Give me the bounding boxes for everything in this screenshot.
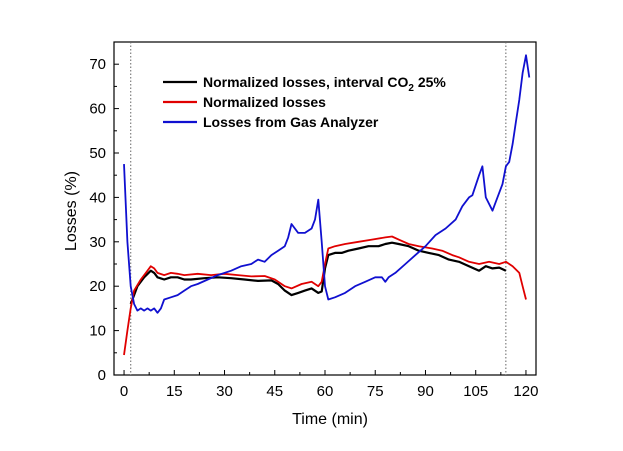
y-axis-title: Losses (%) — [63, 171, 80, 251]
y-tick-label: 20 — [89, 278, 106, 295]
y-axis: 0 10 20 30 40 50 60 70 — [89, 56, 119, 384]
y-tick-label: 10 — [89, 323, 106, 340]
series-line-0 — [129, 241, 507, 305]
y-tick-label: 60 — [89, 101, 106, 118]
x-tick-label: 75 — [367, 383, 384, 400]
x-tick-label: 15 — [166, 383, 183, 400]
legend-label-0: Normalized losses, interval CO2 25% — [203, 74, 446, 94]
series-line-1 — [123, 235, 527, 356]
x-tick-label: 105 — [463, 383, 488, 400]
x-tick-label: 120 — [513, 383, 538, 400]
y-tick-label: 30 — [89, 234, 106, 251]
legend-label-2: Losses from Gas Analyzer — [203, 114, 379, 130]
series-line-2 — [123, 54, 531, 314]
x-tick-label: 45 — [266, 383, 283, 400]
plot-area — [113, 41, 537, 376]
x-tick-label: 90 — [417, 383, 434, 400]
x-tick-label: 60 — [317, 383, 334, 400]
plot-frame — [113, 41, 537, 376]
y-tick-label: 50 — [89, 145, 106, 162]
y-tick-label: 0 — [98, 367, 106, 384]
x-tick-label: 0 — [120, 383, 128, 400]
series-layer — [123, 54, 531, 356]
x-tick-label: 30 — [216, 383, 233, 400]
y-tick-label: 70 — [89, 56, 106, 73]
x-axis: 0 15 30 45 60 75 90 105 120 — [120, 370, 538, 400]
x-axis-title: Time (min) — [292, 411, 368, 428]
legend-label-1: Normalized losses — [203, 94, 326, 110]
legend: Normalized losses, interval CO2 25%Norma… — [163, 74, 446, 130]
y-tick-label: 40 — [89, 189, 106, 206]
reference-lines — [130, 42, 507, 375]
